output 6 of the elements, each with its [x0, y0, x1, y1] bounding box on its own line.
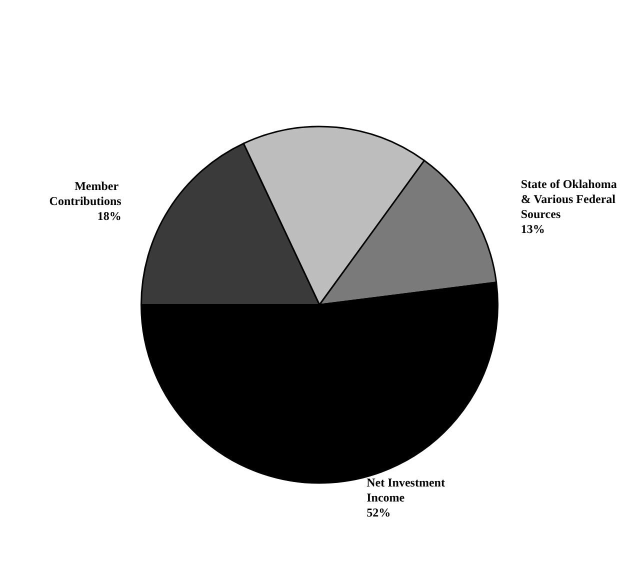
slice-label: Member Contributions	[49, 179, 122, 208]
slice-label: State of Oklahoma & Various Federal Sources	[520, 176, 620, 221]
data-label: 52%	[366, 506, 391, 520]
slice-label: Net Investment Income	[366, 476, 448, 505]
data-label: 18%	[97, 209, 122, 224]
data-label: 13%	[520, 222, 545, 236]
